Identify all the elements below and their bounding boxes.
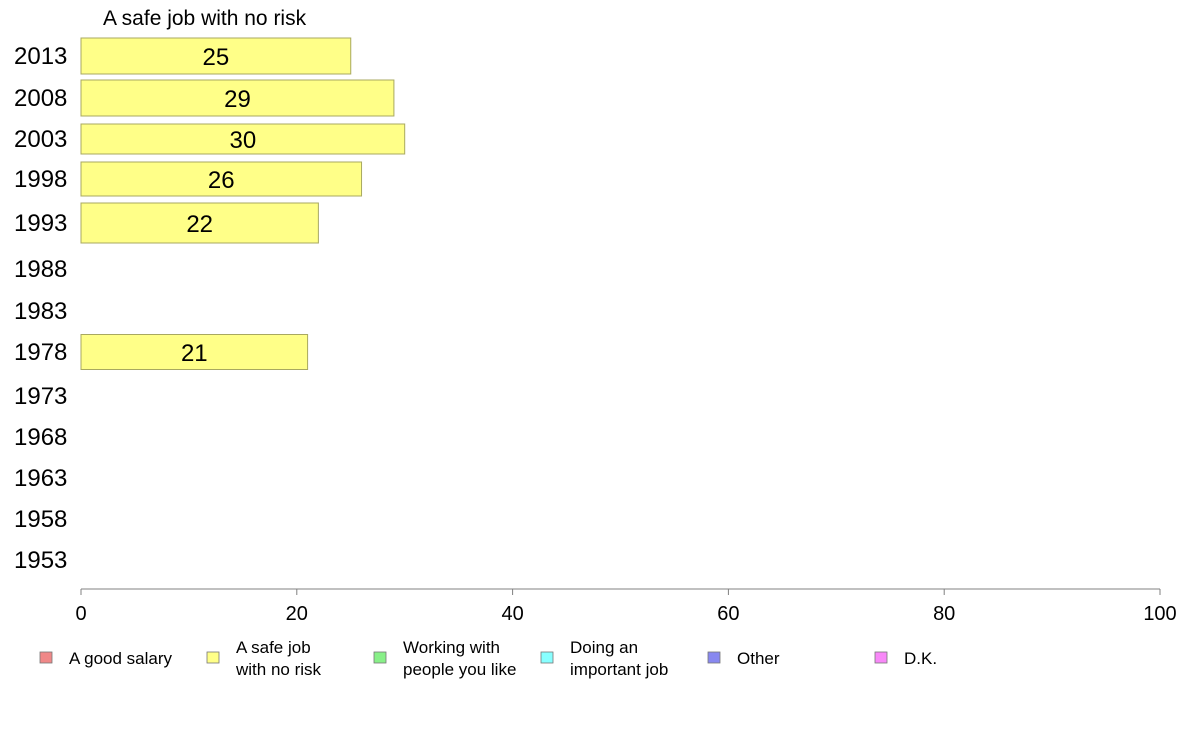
y-tick-label-1993: 1993 (14, 210, 67, 237)
y-tick-label-1968: 1968 (14, 424, 67, 451)
bar-value-label-1993: 22 (186, 211, 213, 238)
y-tick-label-1958: 1958 (14, 506, 67, 533)
bar-1998 (80, 161, 363, 197)
y-tick-label-1998: 1998 (14, 166, 67, 193)
legend-label-line: with no risk (235, 660, 322, 679)
bar-value-label-1978: 21 (181, 340, 208, 367)
bars: 25 29 30 26 22 21 (80, 37, 406, 370)
legend-swatch-5 (874, 651, 888, 664)
y-axis-labels: 2013 2008 2003 1998 1993 1988 1983 1978 1973 1968… (14, 43, 67, 574)
legend-label-line: important job (570, 660, 668, 679)
x-tick-label-40: 40 (501, 603, 523, 625)
legend-label-5: D.K. (904, 649, 937, 668)
legend-swatch-2 (373, 651, 387, 664)
bar-value-label-2008: 29 (224, 86, 251, 113)
x-tick-label-100: 100 (1143, 603, 1176, 625)
y-tick-label-1953: 1953 (14, 547, 67, 574)
y-tick-label-2003: 2003 (14, 126, 67, 153)
legend-label-line: Working with (403, 638, 500, 657)
x-tick-label-80: 80 (933, 603, 955, 625)
legend-label-0: A good salary (69, 649, 173, 668)
y-tick-label-1973: 1973 (14, 383, 67, 410)
legend-label-1: A safe job with no risk (235, 638, 322, 679)
y-tick-label-1978: 1978 (14, 339, 67, 366)
legend: A good salary A safe job with no risk Worki… (39, 638, 937, 679)
bar-value-label-1998: 26 (208, 167, 235, 194)
bar-1993 (80, 202, 319, 244)
chart-title: A safe job with no risk (103, 7, 307, 30)
legend-swatch-3 (540, 651, 554, 664)
x-axis: 0 20 40 60 80 100 (75, 588, 1177, 625)
x-tick-label-0: 0 (75, 603, 86, 625)
y-tick-label-1963: 1963 (14, 465, 67, 492)
bar-value-label-2013: 25 (203, 44, 230, 71)
bar-2008 (80, 79, 395, 117)
y-tick-label-1988: 1988 (14, 256, 67, 283)
y-tick-label-1983: 1983 (14, 298, 67, 325)
legend-label-line: Doing an (570, 638, 638, 657)
y-tick-label-2008: 2008 (14, 85, 67, 112)
legend-swatch-0 (39, 651, 53, 664)
legend-label-2: Working with people you like (403, 638, 516, 679)
legend-label-line: A safe job (236, 638, 311, 657)
x-tick-label-60: 60 (717, 603, 739, 625)
y-tick-label-2013: 2013 (14, 43, 67, 70)
x-tick-label-20: 20 (286, 603, 308, 625)
bar-1978 (80, 334, 309, 370)
bar-value-label-2003: 30 (229, 127, 256, 154)
legend-label-line: people you like (403, 660, 516, 679)
legend-label-3: Doing an important job (570, 638, 668, 679)
legend-swatch-4 (707, 651, 721, 664)
legend-swatch-1 (206, 651, 220, 664)
legend-label-4: Other (737, 649, 780, 668)
bar-2003 (80, 123, 406, 155)
bar-2013 (80, 37, 352, 75)
